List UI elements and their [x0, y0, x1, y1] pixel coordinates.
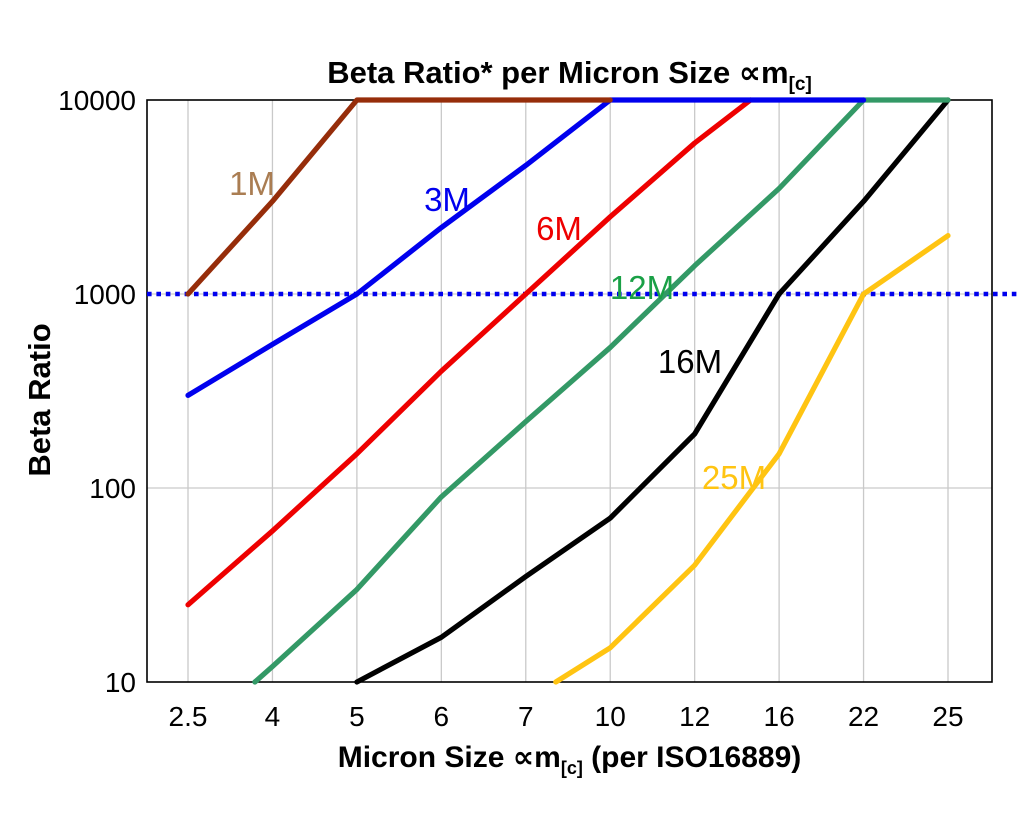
x-tick-22: 22: [848, 701, 879, 732]
y-axis-title: Beta Ratio: [22, 323, 57, 477]
series-lines: [185, 97, 951, 685]
y-axis-tick-labels: 10 100 1000 10000: [58, 85, 136, 698]
series-label-1M: 1M: [229, 165, 275, 202]
micron-symbol: ∝m: [738, 55, 789, 90]
series-label-3M: 3M: [424, 181, 470, 218]
chart-title-text: Beta Ratio* per Micron Size: [327, 55, 739, 90]
series-line-12M: [252, 97, 951, 685]
series-line-1M: [185, 97, 613, 297]
chart-title: Beta Ratio* per Micron Size ∝m[c]: [147, 55, 992, 96]
y-tick-10000: 10000: [58, 85, 136, 116]
series-label-6M: 6M: [536, 210, 582, 247]
x-axis-title-suffix: (per ISO16889): [582, 741, 802, 774]
series-line-25M: [553, 233, 951, 685]
x-axis-title: Micron Size ∝m[c] (per ISO16889): [147, 740, 992, 779]
x-tick-6: 6: [434, 701, 450, 732]
x-tick-16: 16: [764, 701, 795, 732]
x-tick-5: 5: [349, 701, 365, 732]
x-axis-micron-subscript: [c]: [560, 758, 583, 778]
x-axis-micron-symbol: ∝m: [512, 741, 561, 774]
y-tick-10: 10: [105, 667, 136, 698]
series-line-16M: [354, 97, 951, 685]
x-axis-tick-labels: 2.5 4 5 6 7 10 12 16 22 25: [169, 701, 964, 732]
x-tick-10: 10: [595, 701, 626, 732]
y-tick-100: 100: [89, 473, 136, 504]
series-label-16M: 16M: [658, 343, 722, 380]
horizontal-gridlines: [147, 293, 992, 489]
series-labels: 1M 3M 6M 12M 16M 25M: [229, 165, 766, 496]
series-label-25M: 25M: [702, 459, 766, 496]
x-tick-2.5: 2.5: [169, 701, 208, 732]
series-line-6M: [185, 97, 754, 608]
series-label-12M: 12M: [610, 269, 674, 306]
x-axis-title-text: Micron Size: [337, 741, 513, 774]
x-tick-4: 4: [265, 701, 281, 732]
x-tick-25: 25: [932, 701, 963, 732]
x-tick-7: 7: [518, 701, 534, 732]
micron-subscript: [c]: [788, 74, 812, 96]
x-tick-12: 12: [679, 701, 710, 732]
y-tick-1000: 1000: [74, 279, 136, 310]
vertical-gridlines: [187, 100, 949, 682]
